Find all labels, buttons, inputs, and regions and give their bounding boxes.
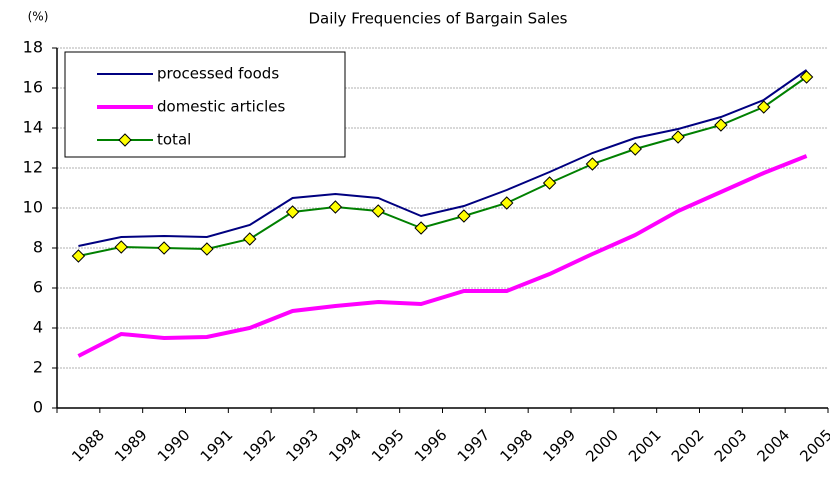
chart-title: Daily Frequencies of Bargain Sales bbox=[308, 10, 567, 28]
y-tick-label: 18 bbox=[23, 38, 43, 57]
series-line bbox=[77, 154, 808, 358]
y-axis-label: (%) bbox=[28, 10, 49, 24]
legend-label: domestic articles bbox=[157, 98, 285, 116]
marker bbox=[200, 242, 214, 256]
y-tick-label: 8 bbox=[33, 238, 43, 257]
marker bbox=[328, 200, 343, 214]
x-tick-label: 1992 bbox=[240, 426, 280, 466]
marker bbox=[157, 241, 171, 255]
x-tick-label: 1994 bbox=[325, 426, 365, 466]
x-tick-label: 1990 bbox=[154, 426, 194, 466]
marker bbox=[243, 232, 257, 246]
marker bbox=[500, 196, 514, 210]
marker bbox=[114, 240, 128, 254]
y-tick-label: 10 bbox=[23, 198, 43, 217]
legend-label: processed foods bbox=[157, 65, 279, 83]
marker bbox=[799, 70, 814, 84]
x-tick-label: 2001 bbox=[625, 426, 665, 466]
legend-label: total bbox=[157, 131, 191, 149]
x-tick-label: 1993 bbox=[282, 426, 322, 466]
x-tick-label: 1988 bbox=[68, 426, 108, 466]
y-tick-label: 14 bbox=[23, 118, 43, 137]
marker bbox=[628, 142, 642, 156]
marker bbox=[671, 130, 685, 144]
marker bbox=[285, 205, 300, 219]
marker bbox=[757, 100, 771, 114]
y-tick-label: 12 bbox=[23, 158, 43, 177]
x-tick-label: 2005 bbox=[796, 426, 830, 466]
x-tick-label: 1998 bbox=[497, 426, 537, 466]
marker bbox=[585, 157, 600, 171]
marker bbox=[371, 204, 385, 218]
marker bbox=[414, 221, 428, 235]
marker bbox=[714, 118, 728, 132]
y-tick-label: 16 bbox=[23, 78, 43, 97]
x-tick-label: 2004 bbox=[754, 426, 794, 466]
x-tick-label: 1999 bbox=[539, 426, 579, 466]
x-tick-label: 2002 bbox=[668, 426, 708, 466]
x-tick-label: 1995 bbox=[368, 426, 408, 466]
x-tick-label: 1996 bbox=[411, 426, 451, 466]
x-tick-label: 1997 bbox=[454, 426, 494, 466]
x-tick-label: 2003 bbox=[711, 426, 751, 466]
legend-marker bbox=[118, 133, 132, 147]
y-tick-label: 4 bbox=[33, 318, 43, 337]
y-tick-label: 6 bbox=[33, 278, 43, 297]
y-tick-label: 0 bbox=[33, 398, 43, 417]
x-tick-label: 1991 bbox=[197, 426, 237, 466]
x-tick-label: 2000 bbox=[582, 426, 622, 466]
marker bbox=[457, 209, 471, 223]
series-line bbox=[78, 69, 808, 247]
x-tick-label: 1989 bbox=[111, 426, 151, 466]
y-tick-label: 2 bbox=[33, 358, 43, 377]
marker bbox=[71, 249, 86, 263]
series-line bbox=[78, 76, 808, 257]
marker bbox=[542, 176, 557, 190]
